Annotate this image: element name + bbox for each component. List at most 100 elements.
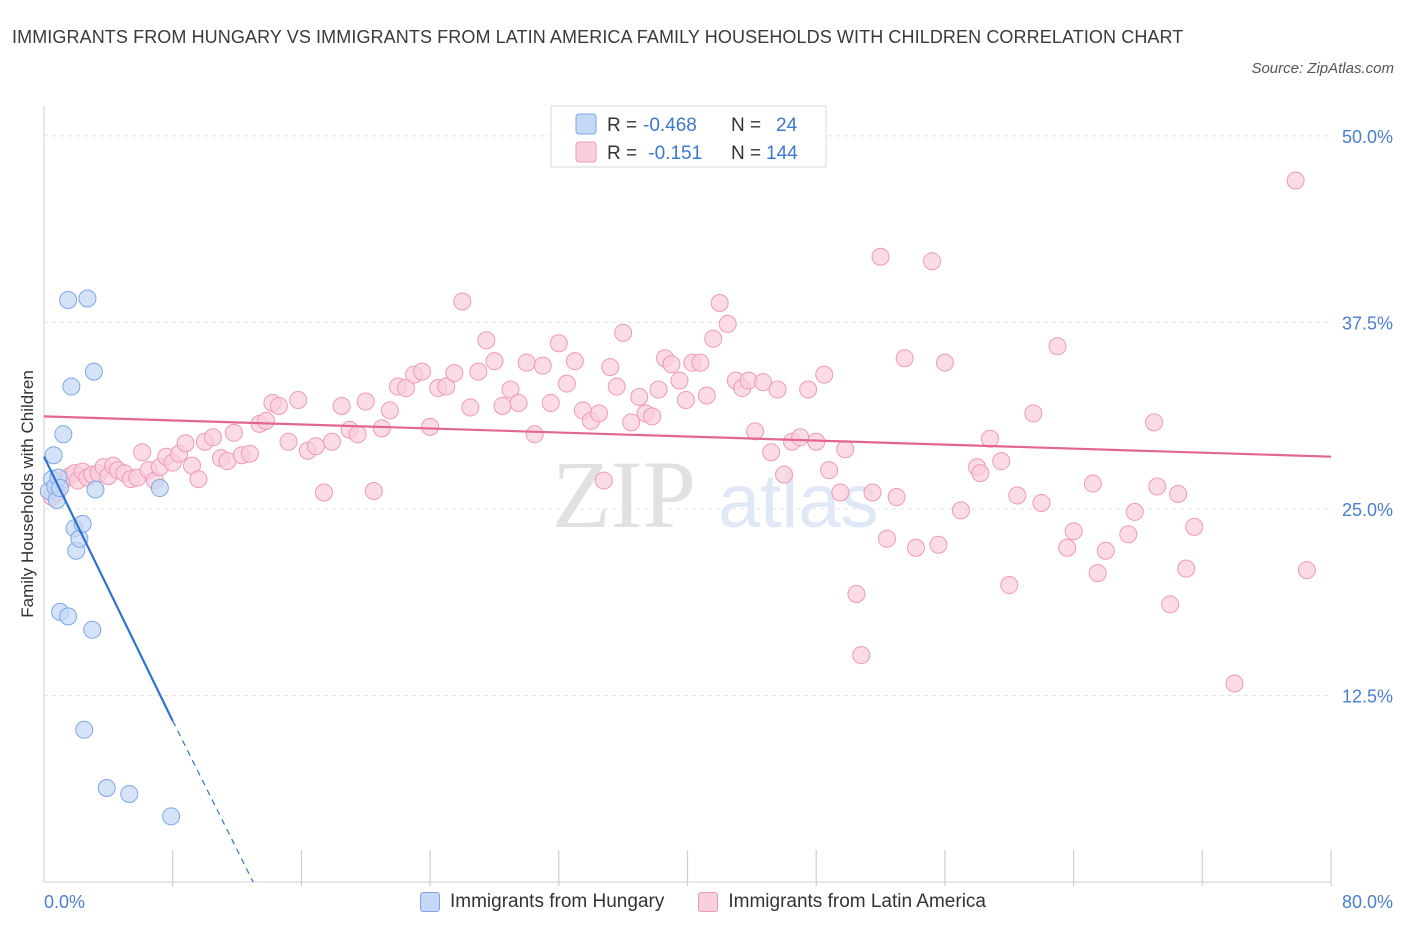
legend-item-latin-america[interactable]: Immigrants from Latin America: [698, 891, 986, 913]
point-latin-america: [525, 425, 544, 444]
point-latin-america: [1119, 525, 1138, 544]
point-latin-america: [762, 443, 781, 462]
point-latin-america: [517, 353, 536, 372]
point-hungary: [162, 807, 181, 826]
point-latin-america: [768, 380, 787, 399]
point-latin-america: [775, 465, 794, 484]
point-latin-america: [590, 404, 609, 423]
point-latin-america: [992, 452, 1011, 471]
point-latin-america: [906, 538, 925, 557]
point-latin-america: [923, 252, 942, 271]
stats-legend-r-label-latin-america: R =: [607, 143, 637, 164]
point-latin-america: [1064, 522, 1083, 541]
point-latin-america: [322, 432, 341, 451]
point-latin-america: [279, 432, 298, 451]
point-latin-america: [1185, 517, 1204, 536]
point-hungary: [97, 778, 116, 797]
point-latin-america: [413, 362, 432, 381]
point-latin-america: [799, 380, 818, 399]
point-latin-america: [630, 388, 649, 406]
point-latin-america: [461, 398, 480, 417]
point-latin-america: [718, 314, 737, 333]
stats-legend-swatch-hungary: [575, 113, 597, 135]
trendlines: [43, 415, 1332, 883]
point-hungary: [70, 529, 89, 548]
point-latin-america: [670, 371, 689, 390]
point-latin-america: [831, 483, 850, 502]
watermark-zip: ZIP: [552, 441, 696, 548]
point-latin-america: [493, 396, 512, 415]
stats-legend-n-value-latin-america: 144: [766, 143, 798, 164]
point-latin-america: [643, 407, 662, 426]
series-latin-america-points: [43, 171, 1316, 693]
x-tick-label-min: 0.0%: [44, 892, 85, 912]
point-latin-america: [257, 411, 276, 430]
point-hungary: [84, 362, 103, 381]
point-hungary: [120, 784, 139, 803]
point-latin-america: [533, 356, 552, 375]
gridlines: [44, 135, 1331, 696]
point-latin-america: [935, 353, 954, 372]
point-latin-america: [614, 323, 633, 342]
point-latin-america: [852, 646, 871, 665]
point-latin-america: [1024, 404, 1043, 423]
point-hungary: [59, 607, 78, 626]
point-latin-america: [1169, 485, 1188, 503]
point-latin-america: [929, 535, 948, 554]
point-latin-america: [133, 443, 152, 462]
point-latin-america: [704, 329, 723, 348]
point-latin-america: [1058, 538, 1077, 557]
chart-title: IMMIGRANTS FROM HUNGARY VS IMMIGRANTS FR…: [12, 27, 1184, 47]
point-latin-america: [549, 334, 568, 353]
watermark: ZIP atlas: [552, 441, 879, 548]
legend-label-latin-america: Immigrants from Latin America: [728, 891, 986, 912]
y-tick-label: 50.0%: [1342, 127, 1393, 147]
y-tick-label: 37.5%: [1342, 313, 1393, 333]
legend-swatch-hungary: [420, 892, 440, 912]
point-latin-america: [509, 393, 528, 412]
point-latin-america: [557, 374, 576, 393]
point-latin-america: [710, 293, 729, 312]
point-latin-america: [348, 425, 367, 444]
stats-legend: R = -0.468 N = 24 R = -0.151 N = 144: [550, 105, 827, 168]
x-tick-label-max: 80.0%: [1342, 892, 1393, 912]
point-latin-america: [697, 386, 716, 405]
point-latin-america: [541, 393, 560, 412]
stats-legend-r-value-latin-america: -0.151: [643, 143, 702, 164]
point-latin-america: [396, 379, 415, 398]
point-hungary: [62, 377, 81, 396]
point-latin-america: [791, 428, 810, 447]
legend-swatch-latin-america: [698, 892, 719, 912]
series-legend: Immigrants from Hungary Immigrants from …: [0, 888, 1406, 916]
stats-legend-swatch-latin-america: [575, 141, 597, 163]
point-latin-america: [622, 413, 641, 432]
point-latin-america: [306, 437, 325, 456]
point-latin-america: [847, 584, 866, 603]
point-latin-america: [176, 434, 195, 453]
point-latin-america: [364, 482, 383, 501]
point-latin-america: [877, 529, 896, 548]
point-latin-america: [565, 352, 584, 371]
point-latin-america: [1286, 171, 1305, 190]
stats-legend-n-value-hungary: 24: [776, 115, 798, 136]
legend-item-hungary[interactable]: Immigrants from Hungary: [420, 891, 664, 913]
point-latin-america: [501, 380, 520, 399]
point-latin-america: [453, 292, 472, 311]
point-latin-america: [676, 390, 695, 409]
point-latin-america: [240, 444, 259, 463]
point-latin-america: [1161, 595, 1180, 614]
point-latin-america: [485, 352, 504, 371]
y-tick-labels: 12.5% 25.0% 37.5% 50.0%: [1342, 127, 1393, 707]
point-latin-america: [289, 390, 308, 409]
point-latin-america: [895, 349, 914, 368]
point-latin-america: [971, 464, 990, 483]
y-tick-label: 25.0%: [1342, 500, 1393, 520]
point-hungary: [78, 289, 97, 308]
point-latin-america: [1225, 674, 1244, 693]
point-latin-america: [746, 422, 765, 441]
point-latin-america: [1096, 541, 1115, 560]
point-latin-america: [314, 483, 333, 502]
series-hungary-points: [39, 289, 181, 826]
point-latin-america: [1083, 474, 1102, 493]
